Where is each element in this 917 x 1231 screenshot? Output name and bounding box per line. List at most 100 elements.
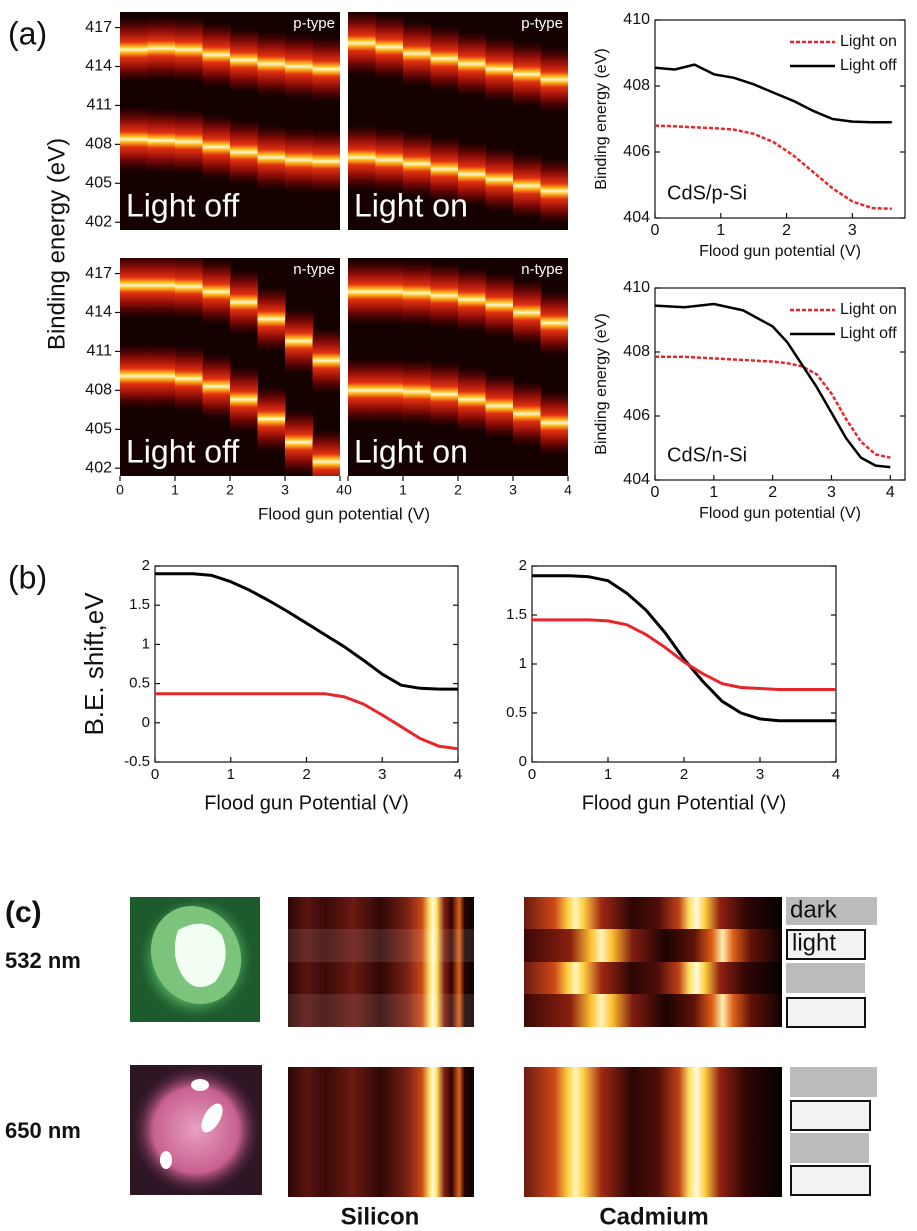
y-tick-label: 0 <box>519 753 527 770</box>
heatmap-band <box>403 260 432 326</box>
heatmap-band <box>403 131 432 197</box>
strip-row <box>288 962 474 994</box>
y-tick-label: 410 <box>623 279 650 296</box>
y-tick-label: 2 <box>519 557 527 574</box>
heatmap-band <box>312 36 340 102</box>
heatmap-band <box>348 259 377 325</box>
x-axis-label: Flood gun potential (V) <box>699 243 861 260</box>
heatmap-band <box>175 346 204 412</box>
y-tick-label: 1.5 <box>129 596 150 613</box>
panel-label: Light off <box>126 433 239 469</box>
light-box <box>790 1165 871 1196</box>
x-tick-label: 0 <box>528 766 536 783</box>
heatmap-band <box>403 21 432 86</box>
heatmap-band <box>375 14 404 80</box>
heatmap-band <box>285 409 314 475</box>
state-label: light <box>792 929 836 956</box>
heatmap-band <box>403 359 432 425</box>
cadmium-map <box>524 897 782 1197</box>
heatmap <box>120 258 340 476</box>
heatmap-band <box>202 354 231 419</box>
y-tick-label: 414 <box>85 58 112 75</box>
heatmap-band <box>285 127 314 193</box>
plot-frame <box>654 287 906 481</box>
y-tick-label: 405 <box>85 421 112 438</box>
plot-frame <box>654 19 906 219</box>
heatmap-band <box>285 308 314 374</box>
silicon-map <box>288 897 474 1197</box>
x-tick-label: 0 <box>651 484 660 501</box>
heatmap-band <box>348 124 377 190</box>
strip-row <box>288 929 474 962</box>
heatmap-band <box>230 27 259 93</box>
x-tick-label: 3 <box>509 482 517 498</box>
heatmap-band <box>458 267 487 332</box>
panel-label: Light on <box>354 433 468 469</box>
dark-box <box>786 963 865 993</box>
strip-row <box>524 929 782 962</box>
y-tick-label: 410 <box>623 11 650 28</box>
x-tick-label: 3 <box>281 482 289 498</box>
x-tick-label: 0 <box>651 222 660 239</box>
dark-box <box>790 1067 877 1097</box>
y-tick-label: 417 <box>85 265 112 282</box>
x-tick-label: 1 <box>709 484 718 501</box>
panel-tag: p-type <box>521 15 563 32</box>
x-tick-label: 4 <box>336 482 344 498</box>
x-tick-label: 3 <box>756 766 764 783</box>
y-tick-label: 402 <box>85 213 112 230</box>
heatmap-band <box>120 106 149 172</box>
heatmap-band <box>230 119 259 185</box>
data-line <box>654 302 891 469</box>
y-tick-label: 404 <box>623 209 650 226</box>
y-axis-label: B.E. shift,eV <box>79 592 109 736</box>
x-tick-label: 2 <box>226 482 234 498</box>
heatmap-band <box>348 12 377 76</box>
heatmap-band <box>458 141 487 207</box>
heatmap-band <box>175 109 204 175</box>
row-label: 650 nm <box>5 1118 81 1143</box>
x-tick-label: 2 <box>454 482 462 498</box>
y-tick-label: 0 <box>142 714 150 731</box>
x-tick-label: 0 <box>116 482 124 498</box>
data-line <box>654 124 892 211</box>
y-axis-label: Binding energy (eV) <box>593 313 610 454</box>
heatmap-band <box>120 343 149 409</box>
heatmap-band <box>230 269 259 335</box>
x-axis-label: Flood gun Potential (V) <box>204 792 409 814</box>
heatmap-band <box>147 343 176 409</box>
column-label: Silicon <box>341 1203 420 1230</box>
x-tick-label: 4 <box>564 482 572 498</box>
heatmap-band <box>513 280 542 345</box>
column-label: Cadmium <box>599 1203 708 1230</box>
data-line <box>532 618 836 691</box>
x-tick-label: 1 <box>716 222 725 239</box>
data-line <box>155 692 459 751</box>
y-axis-label: Binding energy (eV) <box>593 48 610 189</box>
heatmap-band <box>458 31 487 97</box>
panel-tag: n-type <box>293 261 335 278</box>
heatmap-band <box>230 367 259 432</box>
y-tick-label: 1 <box>519 655 527 672</box>
strip-row <box>288 897 474 929</box>
panel-label: (c) <box>5 896 42 929</box>
heatmap <box>120 15 340 194</box>
photo-spot <box>201 1103 223 1133</box>
heatmap <box>348 12 568 224</box>
heatmap-band <box>312 128 340 194</box>
heatmap-band <box>430 361 459 427</box>
heatmap-band <box>540 390 568 456</box>
x-tick-label: 1 <box>171 482 179 498</box>
strip-row <box>288 994 474 1027</box>
heatmap-band <box>257 386 286 452</box>
heatmap-band <box>312 429 340 476</box>
y-tick-label: 404 <box>623 471 650 488</box>
heatmap-band <box>312 328 340 393</box>
panel-tag: p-type <box>293 15 335 32</box>
heatmap-band <box>485 36 514 102</box>
y-tick-label: 0.5 <box>506 704 527 721</box>
annotation: CdS/p-Si <box>667 182 747 204</box>
legend-label: Light off <box>840 57 897 74</box>
heatmap-band <box>485 146 514 212</box>
